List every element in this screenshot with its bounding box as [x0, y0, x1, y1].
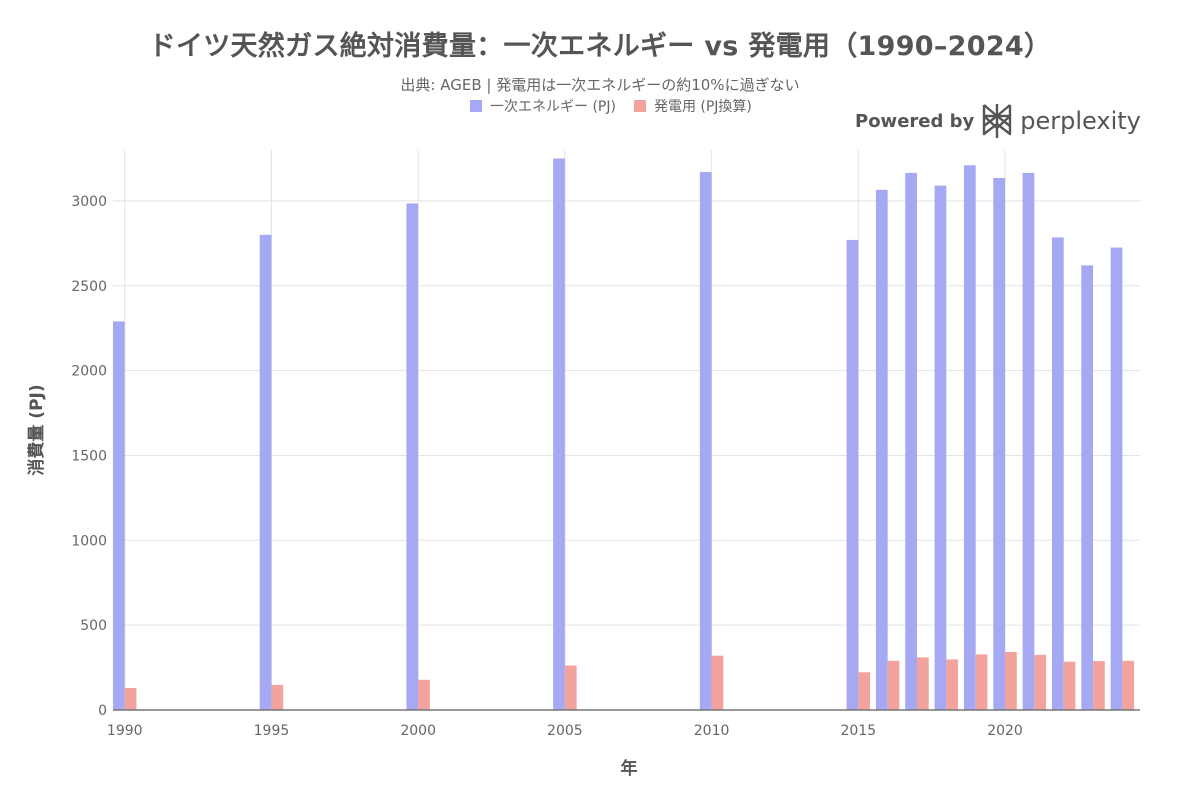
bars — [113, 158, 1135, 711]
bar-primary[interactable] — [934, 185, 947, 711]
bar-power[interactable] — [418, 679, 430, 710]
bar-primary[interactable] — [553, 158, 565, 710]
bar-primary[interactable] — [699, 172, 712, 710]
y-tick-label: 500 — [80, 618, 107, 634]
bar-power[interactable] — [271, 684, 284, 710]
legend-item-power[interactable]: 発電用 (PJ換算) — [633, 96, 752, 116]
bar-power[interactable] — [975, 654, 988, 710]
bar-power[interactable] — [946, 659, 959, 710]
x-tick-label: 1995 — [254, 723, 290, 739]
bar-primary[interactable] — [993, 178, 1006, 710]
legend-item-primary[interactable]: 一次エネルギー (PJ) — [470, 96, 616, 116]
gridlines — [113, 150, 1140, 710]
bar-primary[interactable] — [963, 165, 976, 711]
legend-swatch-primary — [470, 100, 482, 112]
y-tick-label: 1000 — [71, 533, 107, 549]
perplexity-wordmark: perplexity — [1020, 107, 1141, 135]
legend-label-primary: 一次エネルギー (PJ) — [490, 99, 616, 115]
bar-primary[interactable] — [1110, 247, 1123, 711]
powered-by-label: Powered by — [855, 110, 975, 132]
x-tick-label: 2000 — [400, 723, 436, 739]
bar-power[interactable] — [1093, 661, 1105, 710]
bar-primary[interactable] — [406, 203, 419, 711]
bar-power[interactable] — [887, 660, 900, 710]
axes: 0 500 1000 1500 2000 2500 3000 1990 1995 2000 2005… — [71, 194, 1140, 739]
legend-swatch-power — [633, 100, 646, 112]
y-tick-label: 2500 — [71, 279, 107, 295]
bar-primary[interactable] — [1022, 172, 1035, 711]
bar-power[interactable] — [1005, 651, 1017, 710]
bar-power[interactable] — [1063, 661, 1076, 710]
bar-primary[interactable] — [875, 189, 888, 710]
x-tick-label: 2010 — [694, 723, 730, 739]
bar-primary[interactable] — [905, 172, 917, 711]
bar-power[interactable] — [916, 657, 929, 710]
y-tick-label: 1500 — [71, 448, 107, 464]
y-tick-label: 2000 — [71, 364, 107, 380]
bar-power[interactable] — [124, 687, 137, 710]
bar-power[interactable] — [858, 672, 871, 710]
x-axis-title: 年 — [621, 758, 638, 779]
bar-primary[interactable] — [113, 321, 125, 710]
legend-label-power: 発電用 (PJ換算) — [653, 99, 752, 115]
bar-primary[interactable] — [1081, 265, 1094, 710]
bar-primary[interactable] — [1051, 237, 1064, 711]
x-tick-label: 2015 — [840, 723, 876, 739]
x-tick-label: 2020 — [987, 723, 1023, 739]
y-axis-title: 消費量 (PJ) — [26, 384, 47, 475]
y-tick-label: 3000 — [71, 194, 107, 210]
branding: Powered by perplexity — [855, 102, 1141, 140]
chart-subtitle: 出典: AGEB | 発電用は一次エネルギーの約10%に過ぎない — [400, 76, 800, 94]
y-tick-label: 0 — [98, 703, 107, 719]
bar-power[interactable] — [564, 665, 577, 710]
bar-primary[interactable] — [259, 234, 272, 710]
bar-primary[interactable] — [846, 239, 859, 710]
x-tick-label: 2005 — [547, 723, 583, 739]
bar-power[interactable] — [1122, 660, 1135, 710]
bar-power[interactable] — [1034, 654, 1047, 710]
chart-title: ドイツ天然ガス絶対消費量：一次エネルギー vs 発電用（1990–2024） — [148, 31, 1052, 62]
perplexity-logo-icon — [983, 104, 1012, 138]
legend: 一次エネルギー (PJ) 発電用 (PJ換算) — [470, 96, 752, 116]
x-tick-label: 1990 — [107, 723, 143, 739]
bar-power[interactable] — [711, 655, 724, 710]
